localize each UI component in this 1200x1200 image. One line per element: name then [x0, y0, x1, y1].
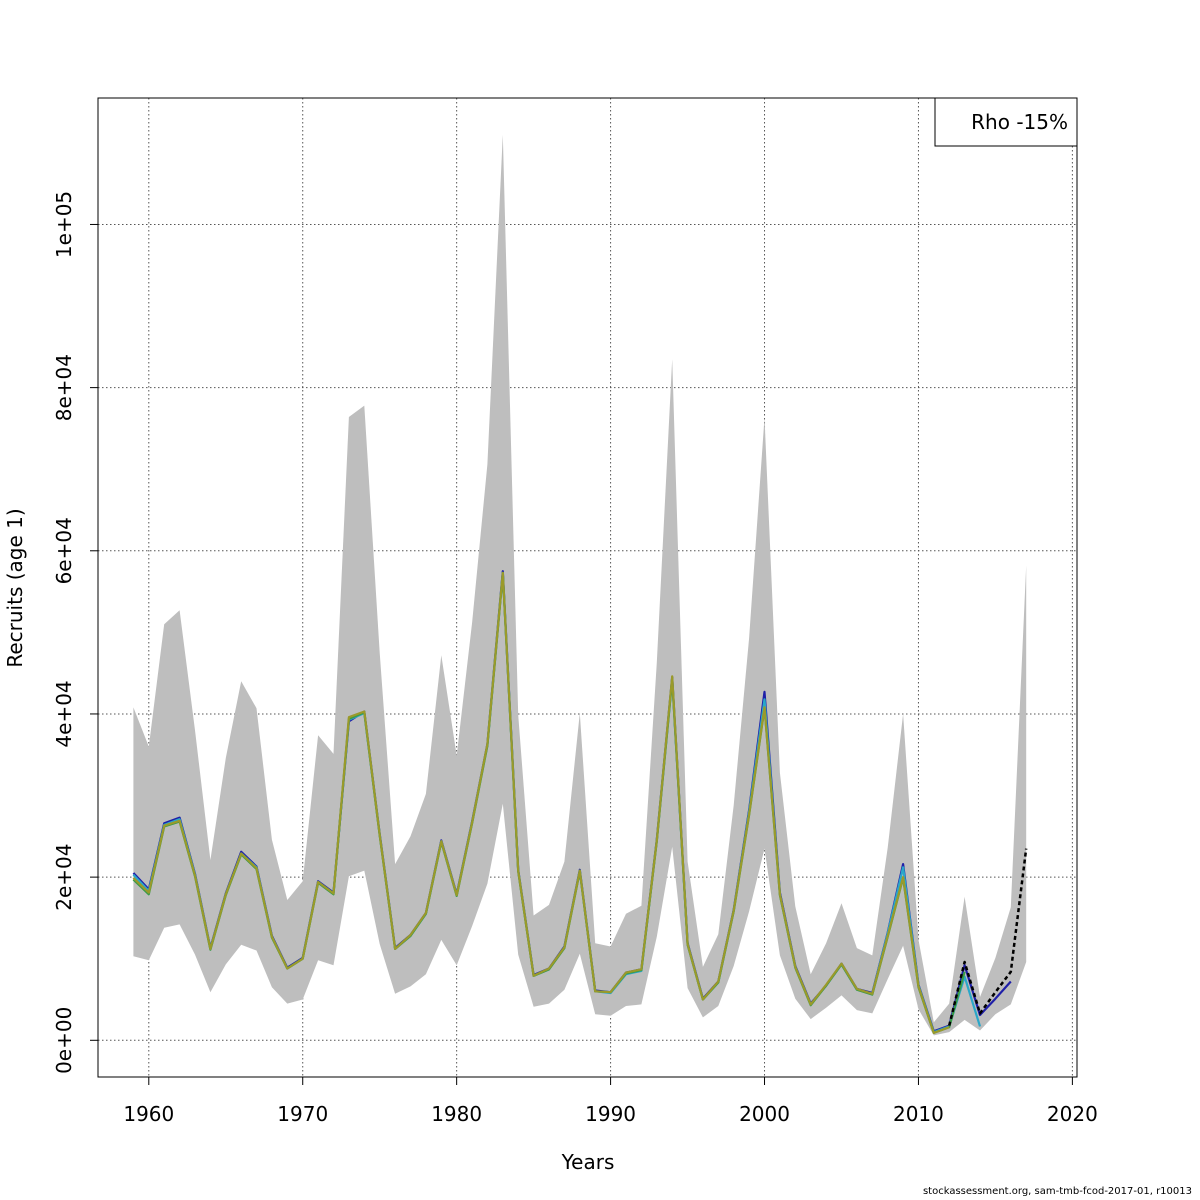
x-axis: 1960 1970 1980 1990 2000 2010 2020 [123, 1076, 1098, 1126]
x-tick-label: 1970 [277, 1102, 328, 1126]
series-line-4 [132, 571, 950, 1035]
x-tick-label: 1990 [585, 1102, 636, 1126]
x-tick-label: 2010 [893, 1102, 944, 1126]
legend-label: Rho -15% [971, 110, 1068, 134]
y-tick-label: 6e+04 [52, 517, 76, 584]
y-tick-label: 4e+04 [52, 680, 76, 747]
grid-lines [98, 98, 1077, 1077]
x-axis-title: Years [561, 1150, 615, 1174]
x-tick-label: 1980 [431, 1102, 482, 1126]
series-line-5 [947, 848, 1028, 1026]
y-tick-label: 8e+04 [52, 354, 76, 421]
x-tick-label: 2000 [739, 1102, 790, 1126]
confidence-band [133, 134, 1027, 1036]
source-credit: stockassessment.org, sam-tmb-fcod-2017-0… [922, 1186, 1192, 1197]
x-tick-label: 2020 [1047, 1102, 1098, 1126]
y-axis-title: Recruits (age 1) [3, 508, 27, 667]
y-tick-label: 1e+05 [52, 191, 76, 258]
legend-box [934, 97, 1078, 147]
y-tick-label: 2e+04 [52, 843, 76, 910]
legend: Rho -15% [934, 97, 1078, 147]
series-lines [132, 570, 1028, 1035]
y-axis: 0e+00 2e+04 4e+04 6e+04 8e+04 1e+05 [52, 191, 99, 1074]
x-tick-label: 1960 [123, 1102, 174, 1126]
y-tick-label: 0e+00 [52, 1007, 76, 1074]
